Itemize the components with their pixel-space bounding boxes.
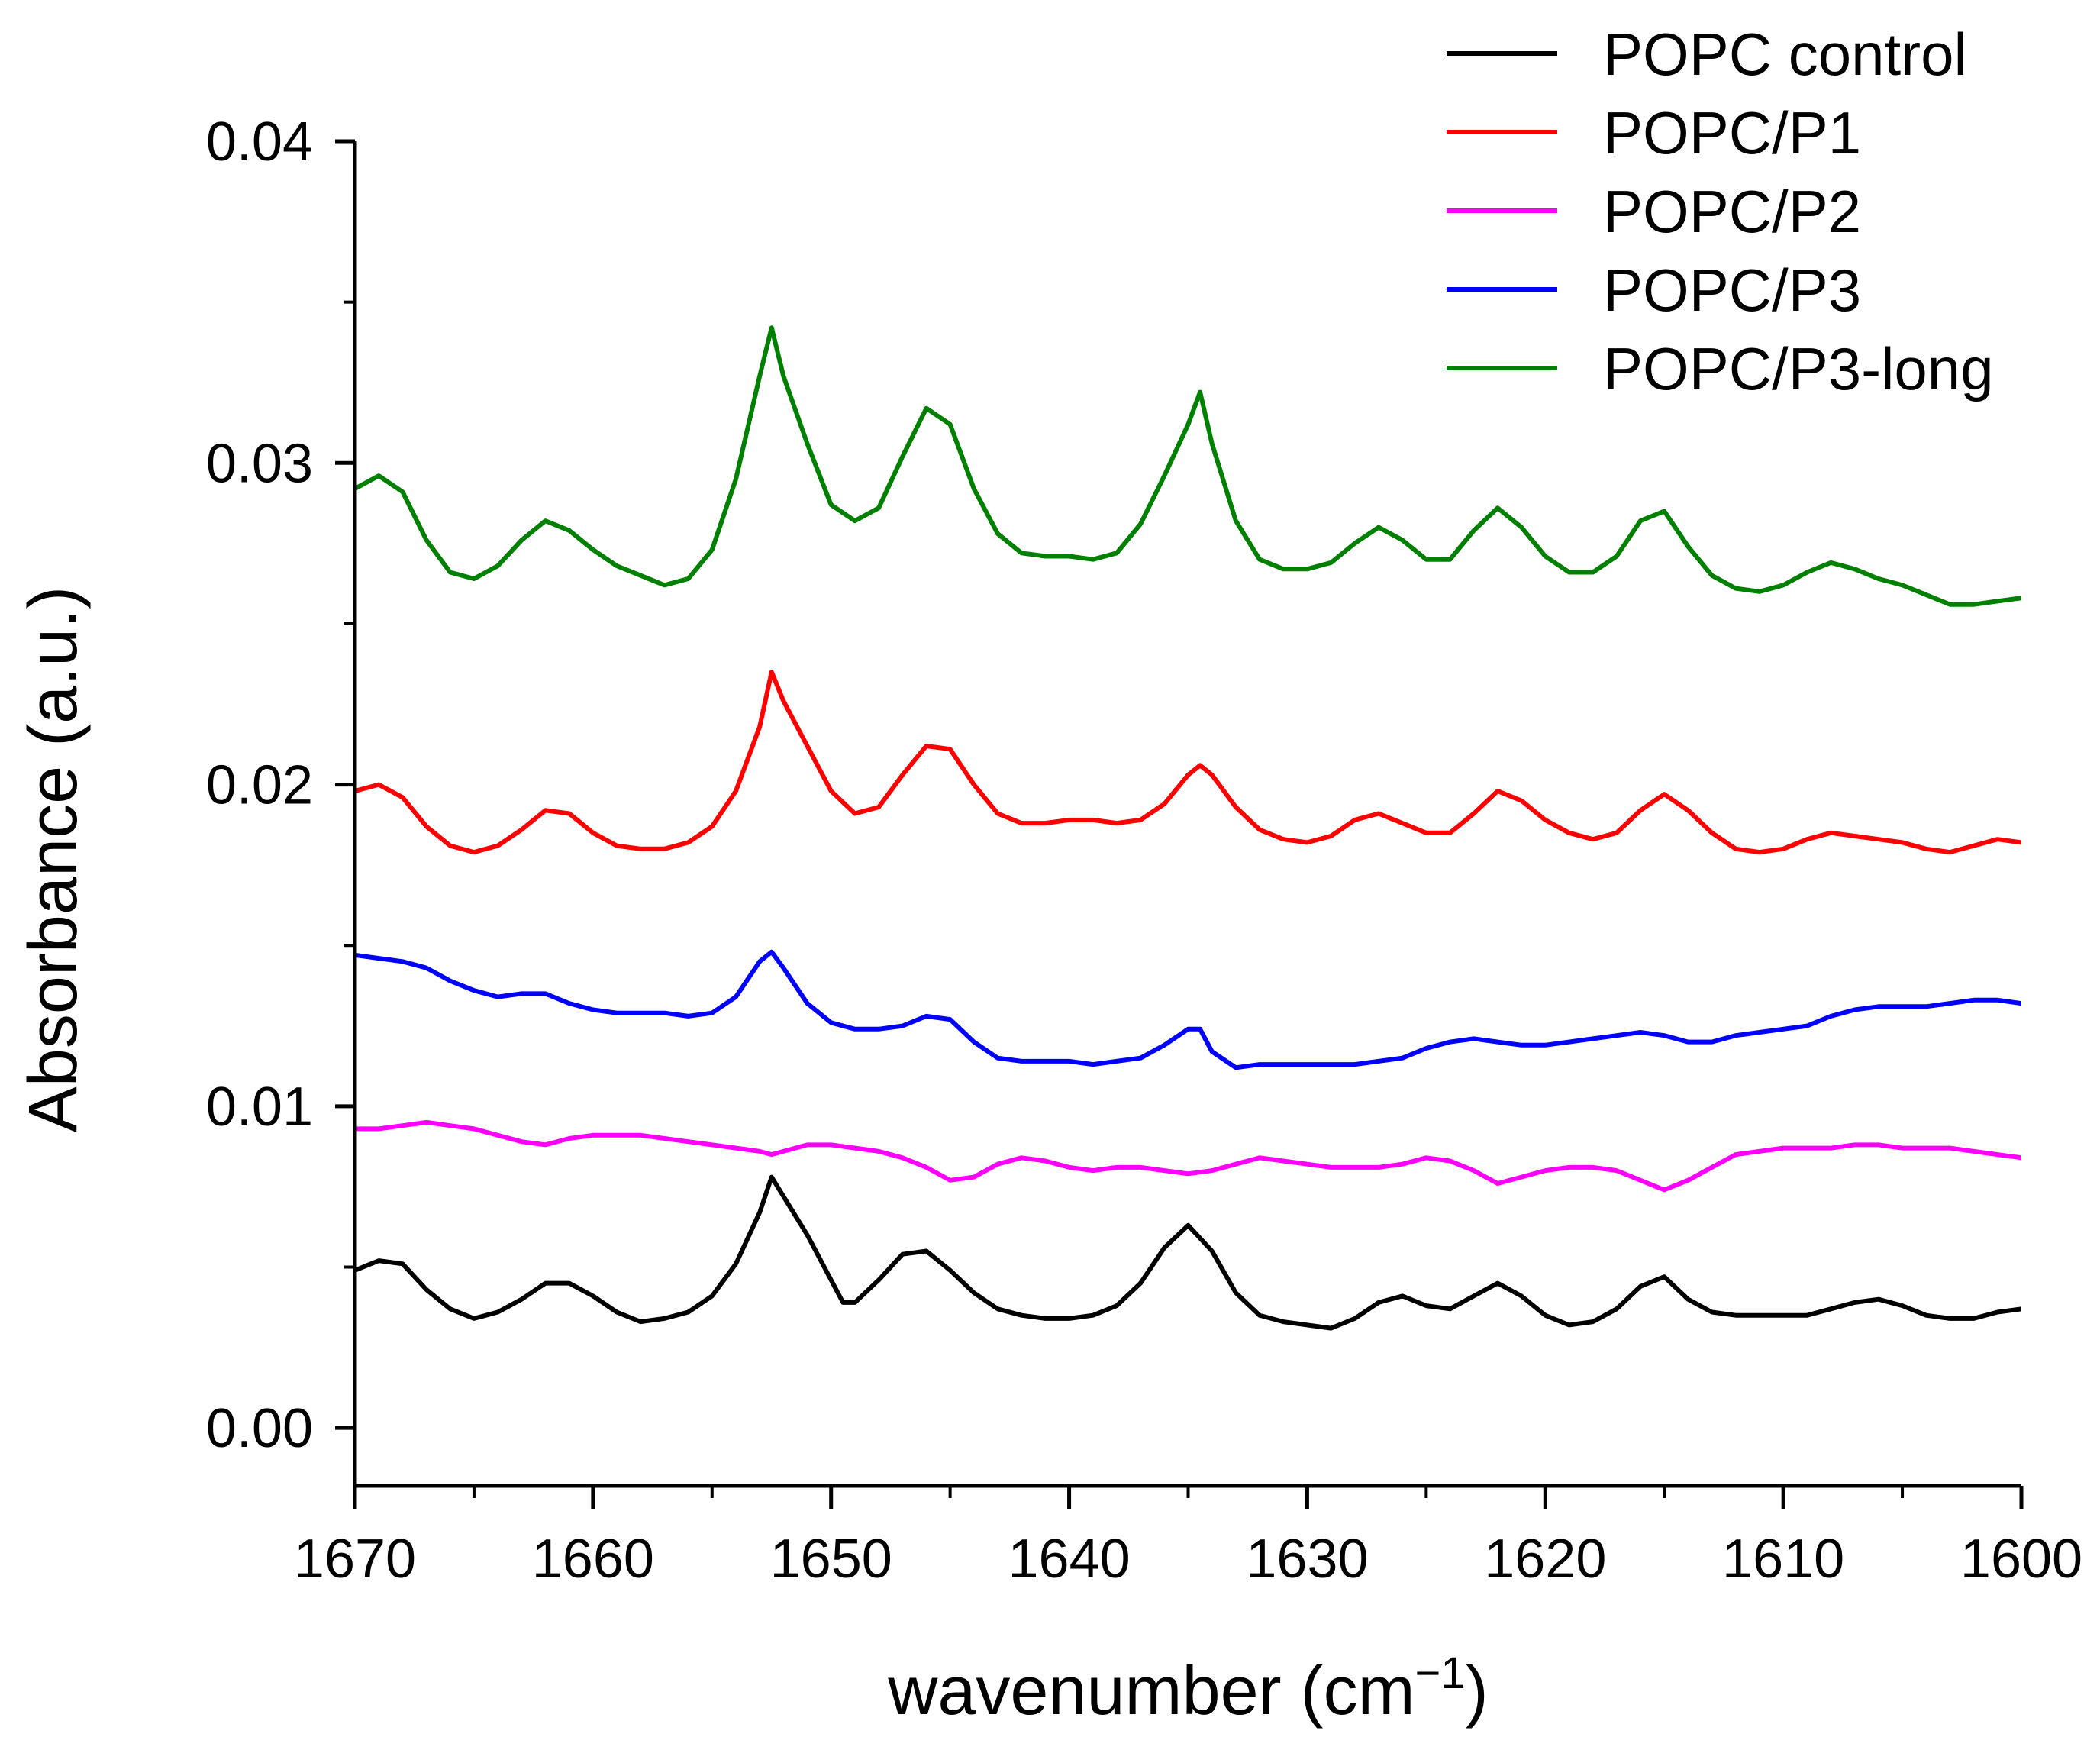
- legend-label-3: POPC/P3: [1603, 257, 1861, 324]
- x-axis-title-superscript: −1: [1415, 1648, 1466, 1698]
- y-axis-title: Absorbance (a.u.): [15, 586, 92, 1132]
- x-tick-label: 1650: [770, 1529, 892, 1590]
- y-tick-label: 0.03: [206, 433, 313, 494]
- series-line-3: [355, 949, 2021, 1070]
- series-line-1: [355, 670, 2021, 855]
- x-tick-label: 1600: [1960, 1529, 2082, 1590]
- series-line-0: [355, 1174, 2021, 1331]
- series-line-4: [355, 325, 2021, 607]
- y-tick-label: 0.02: [206, 755, 313, 816]
- x-tick-label: 1640: [1008, 1529, 1130, 1590]
- y-tick-label: 0.01: [206, 1077, 313, 1138]
- legend-label-0: POPC control: [1603, 21, 1967, 88]
- legend-label-1: POPC/P1: [1603, 99, 1861, 166]
- y-tick-label: 0.00: [206, 1398, 313, 1459]
- x-axis-ticks: 1670 1660 1650 1640 1630 1620 1610 1600: [294, 1486, 2082, 1590]
- x-tick-label: 1660: [532, 1529, 654, 1590]
- x-tick-label: 1610: [1722, 1529, 1844, 1590]
- x-tick-label: 1620: [1484, 1529, 1606, 1590]
- series-line-2: [355, 1119, 2021, 1193]
- x-tick-label: 1630: [1246, 1529, 1368, 1590]
- legend: POPC control POPC/P1 POPC/P2 POPC/P3 POPC/P3…: [1447, 21, 1994, 402]
- y-tick-label: 0.04: [206, 111, 313, 173]
- y-axis-ticks: 0.00 0.01 0.02 0.03 0.04: [206, 111, 355, 1459]
- legend-label-4: POPC/P3-long: [1603, 335, 1994, 402]
- x-axis-title-close: ): [1466, 1653, 1489, 1729]
- x-tick-label: 1670: [294, 1529, 416, 1590]
- x-axis-title: wavenumber (cm−1): [887, 1648, 1488, 1729]
- legend-label-2: POPC/P2: [1603, 178, 1861, 245]
- plot-area: [355, 325, 2021, 1331]
- x-axis-title-main: wavenumber (cm: [887, 1653, 1415, 1729]
